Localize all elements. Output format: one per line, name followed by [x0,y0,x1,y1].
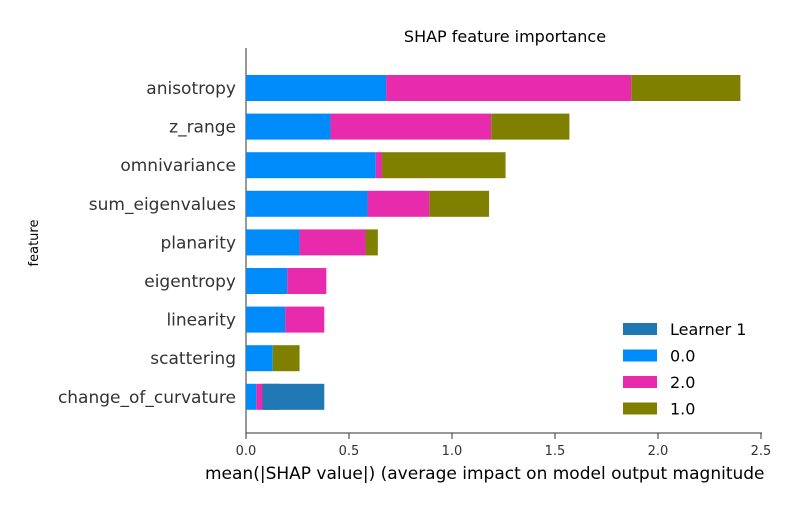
bar-omnivariance-series-1 [375,152,382,179]
bar-planarity-series-0 [246,229,300,256]
x-tick-label: 0.5 [339,444,360,459]
bar-change-of-curvature-series-1 [256,383,263,410]
category-label: linearity [166,311,236,331]
legend-label: 0.0 [670,347,695,366]
bar-z-range-series-0 [246,113,331,140]
legend-swatch [623,376,657,388]
bars-group [246,75,741,410]
bar-sum-eigenvalues-series-1 [367,190,430,217]
bar-sum-eigenvalues-series-0 [246,190,368,217]
y-axis-label: feature [27,220,42,267]
bar-omnivariance-series-2 [381,152,506,179]
bar-scattering-series-2 [272,345,300,372]
x-tick-label: 1.0 [442,444,463,459]
category-label: scattering [150,349,236,369]
bar-sum-eigenvalues-series-2 [429,190,490,217]
category-label: planarity [160,233,236,253]
bar-omnivariance-series-0 [246,152,376,179]
x-ticks-group: 0.0 0.5 1.0 1.5 2.0 2.5 [236,433,772,459]
category-label: omnivariance [120,156,236,176]
bar-anisotropy-series-2 [631,75,741,101]
legend-swatch [623,402,657,415]
x-tick-label: 0.0 [236,444,257,459]
category-labels-group: anisotropy z_range omnivariance sum_eigenva… [58,79,236,408]
legend-label: 1.0 [670,400,695,419]
x-axis-label: mean(|SHAP value|) (average impact on mo… [205,464,765,484]
bar-eigentropy-series-1 [287,268,327,294]
x-tick-label: 2.5 [751,444,772,459]
bar-change-of-curvature-series-3 [262,383,325,410]
bar-scattering-series-0 [246,345,273,372]
bar-planarity-series-1 [299,229,366,256]
bar-eigentropy-series-0 [246,268,288,294]
bar-change-of-curvature-series-0 [246,383,257,410]
bar-planarity-series-2 [365,229,378,256]
bar-anisotropy-series-0 [246,75,387,101]
legend: Learner 1 0.0 2.0 1.0 [623,320,746,419]
category-label: anisotropy [146,79,236,99]
legend-swatch [623,349,657,362]
bar-linearity-series-0 [246,306,286,333]
category-label: change_of_curvature [58,388,236,408]
bar-z-range-series-2 [491,113,570,140]
bar-z-range-series-1 [330,113,492,140]
category-label: eigentropy [144,272,236,292]
category-label: z_range [169,118,236,138]
legend-label: 2.0 [670,373,695,392]
x-tick-label: 2.0 [648,444,669,459]
bar-anisotropy-series-1 [386,75,632,101]
category-label: sum_eigenvalues [89,195,236,215]
x-tick-label: 1.5 [545,444,566,459]
bar-linearity-series-1 [285,306,325,333]
legend-label: Learner 1 [670,320,746,339]
legend-swatch [623,323,657,335]
chart-title: SHAP feature importance [404,27,606,46]
